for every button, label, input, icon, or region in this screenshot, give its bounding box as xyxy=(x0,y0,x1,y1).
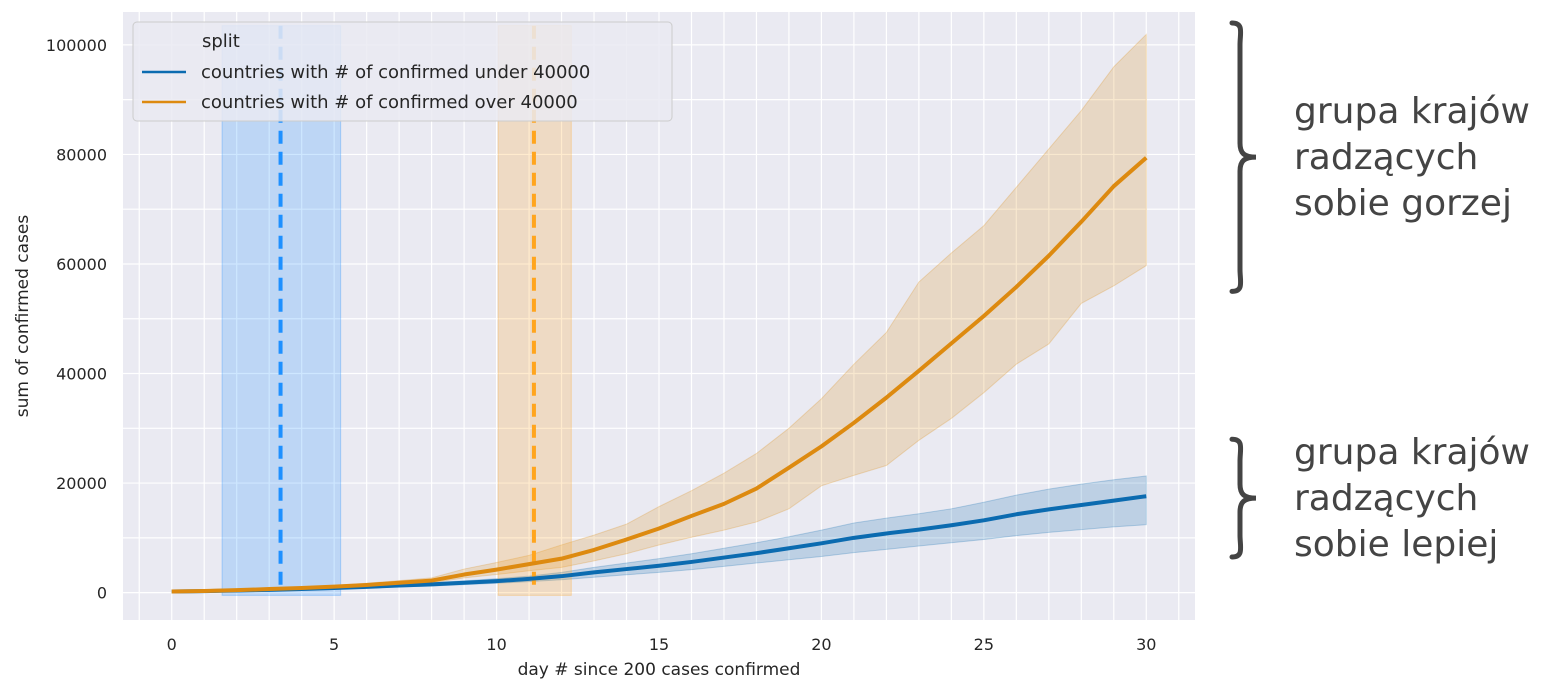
brace-icon xyxy=(1229,20,1257,294)
annotation-text: radzących xyxy=(1294,137,1478,178)
x-tick-label: 0 xyxy=(167,635,177,654)
legend-title: split xyxy=(202,31,240,52)
legend-label-over: countries with # of confirmed over 40000 xyxy=(201,92,578,113)
annotation-text: sobie lepiej xyxy=(1294,524,1498,565)
x-tick-label: 30 xyxy=(1136,635,1156,654)
series-lines xyxy=(171,156,1148,594)
x-axis-label: day # since 200 cases confirmed xyxy=(518,660,801,680)
confidence-band xyxy=(171,475,1147,593)
brace-icon xyxy=(1229,436,1257,560)
x-tick-label: 15 xyxy=(649,635,669,654)
legend: split countries with # of confirmed unde… xyxy=(132,21,673,122)
y-tick-label: 80000 xyxy=(56,145,107,164)
legend-label-under: countries with # of confirmed under 4000… xyxy=(201,62,590,83)
tick-labels: 0 5 10 15 20 25 30 0 20000 40000 60000 80000 100000 xyxy=(46,36,1157,654)
y-tick-label: 20000 xyxy=(56,474,107,493)
annotation-text: radzących xyxy=(1294,478,1478,519)
y-axis-label: sum of confirmed cases xyxy=(13,215,33,418)
x-tick-label: 25 xyxy=(974,635,994,654)
series-line xyxy=(171,156,1148,594)
annotation-text: grupa krajów xyxy=(1294,91,1530,132)
y-tick-label: 0 xyxy=(97,584,107,603)
x-tick-label: 10 xyxy=(486,635,506,654)
y-tick-label: 60000 xyxy=(56,255,107,274)
confidence-band xyxy=(171,33,1147,593)
x-tick-label: 20 xyxy=(811,635,831,654)
annotation-text: sobie gorzej xyxy=(1294,183,1512,224)
legend-box xyxy=(132,21,673,122)
annotations: grupa krajów radzących sobie gorzej grupa k… xyxy=(1229,20,1530,565)
y-tick-label: 40000 xyxy=(56,365,107,384)
x-tick-label: 5 xyxy=(329,635,339,654)
y-tick-label: 100000 xyxy=(46,36,107,55)
annotation-text: grupa krajów xyxy=(1294,432,1530,473)
confidence-bands xyxy=(171,33,1147,593)
